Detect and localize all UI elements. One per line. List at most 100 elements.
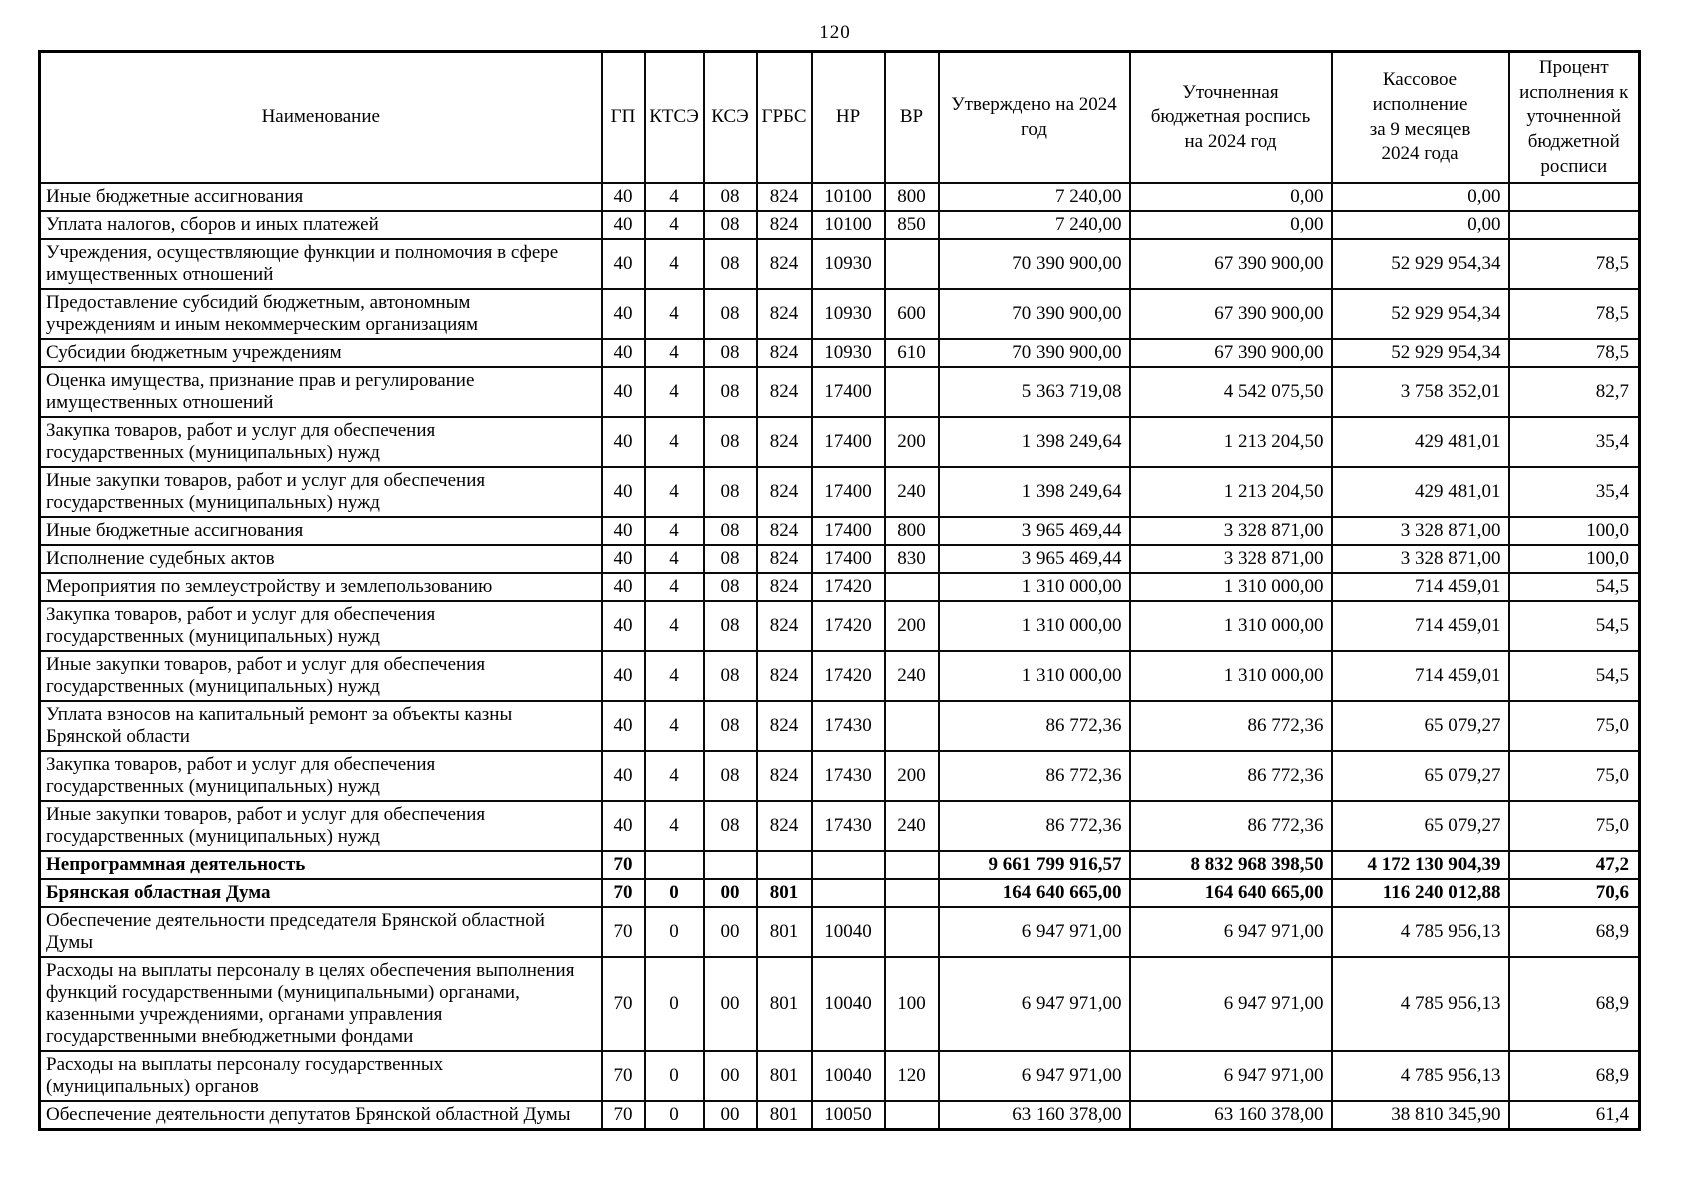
col-ktse-cell: 0	[643, 878, 705, 909]
col-cash-cell: 4 785 956,13	[1330, 956, 1510, 1053]
col-vr-cell: 200	[883, 750, 940, 803]
col-grbs-cell: 801	[755, 906, 813, 959]
col-vr-cell: 240	[883, 650, 940, 703]
col-approved-cell: 1 398 249,64	[937, 416, 1131, 469]
col-nr-cell: 17430	[810, 750, 886, 803]
row-name-cell: Уплата взносов на капитальный ремонт за …	[38, 700, 603, 753]
col-cash-cell: 65 079,27	[1330, 800, 1510, 853]
col-nr-cell: 17400	[810, 466, 886, 519]
col-cash-cell: 65 079,27	[1330, 750, 1510, 803]
col-vr-cell	[883, 238, 940, 291]
col-approved-cell: 1 310 000,00	[937, 572, 1131, 603]
col-grbs-cell: 824	[755, 338, 813, 369]
col-grbs-cell: 801	[755, 956, 813, 1053]
col-grbs-cell: 824	[755, 466, 813, 519]
col-approved-cell: 164 640 665,00	[937, 878, 1131, 909]
col-nr-cell: 17420	[810, 650, 886, 703]
col-nr-cell: 17430	[810, 700, 886, 753]
col-revised-cell: 67 390 900,00	[1128, 338, 1333, 369]
col-grbs-cell: 824	[755, 544, 813, 575]
col-gp-cell: 40	[600, 750, 646, 803]
col-kse-cell: 08	[702, 366, 758, 419]
col-gp-cell: 40	[600, 210, 646, 241]
col-grbs-cell: 824	[755, 650, 813, 703]
row-name-cell: Предоставление субсидий бюджетным, автон…	[38, 288, 603, 341]
col-gp-cell: 40	[600, 182, 646, 213]
col-approved-cell: 7 240,00	[937, 210, 1131, 241]
col-ktse-cell: 4	[643, 544, 705, 575]
col-ktse-cell: 0	[643, 906, 705, 959]
col-revised-cell: 67 390 900,00	[1128, 238, 1333, 291]
col-revised-cell: 86 772,36	[1128, 800, 1333, 853]
col-ktse-cell: 4	[643, 366, 705, 419]
col-approved-cell: 6 947 971,00	[937, 1050, 1131, 1103]
col-gp-cell: 40	[600, 800, 646, 853]
col-revised-cell: 0,00	[1128, 182, 1333, 213]
col-kse-cell: 08	[702, 600, 758, 653]
col-vr-cell: 100	[883, 956, 940, 1053]
col-grbs-cell: 801	[755, 1100, 813, 1131]
table-row: Учреждения, осуществляющие функции и пол…	[38, 238, 1641, 291]
col-revised-cell: 86 772,36	[1128, 700, 1333, 753]
col-ktse-cell: 4	[643, 516, 705, 547]
col-kse-cell: 08	[702, 210, 758, 241]
row-name-cell: Иные бюджетные ассигнования	[38, 516, 603, 547]
col-revised-cell: 1 310 000,00	[1128, 650, 1333, 703]
col-gp-cell: 40	[600, 700, 646, 753]
col-gp-cell: 40	[600, 466, 646, 519]
col-cash-cell: 3 328 871,00	[1330, 516, 1510, 547]
table-row: Уплата взносов на капитальный ремонт за …	[38, 700, 1641, 753]
row-name-cell: Мероприятия по землеустройству и землепо…	[38, 572, 603, 603]
col-kse-cell: 08	[702, 800, 758, 853]
col-ktse-cell: 4	[643, 750, 705, 803]
col-approved-cell: 9 661 799 916,57	[937, 850, 1131, 881]
header-approved: Утверждено на 2024 год	[937, 50, 1131, 185]
col-gp-cell: 70	[600, 878, 646, 909]
col-vr-cell: 200	[883, 600, 940, 653]
col-approved-cell: 70 390 900,00	[937, 288, 1131, 341]
col-approved-cell: 3 965 469,44	[937, 516, 1131, 547]
col-nr-cell: 17420	[810, 600, 886, 653]
table-row: Субсидии бюджетным учреждениям 40 4 08 824 10…	[38, 338, 1641, 369]
header-vr: ВР	[883, 50, 940, 185]
col-kse-cell	[702, 850, 758, 881]
col-gp-cell: 40	[600, 572, 646, 603]
col-vr-cell	[883, 850, 940, 881]
col-grbs-cell: 824	[755, 238, 813, 291]
col-grbs-cell: 824	[755, 416, 813, 469]
col-kse-cell: 00	[702, 906, 758, 959]
col-cash-cell: 429 481,01	[1330, 466, 1510, 519]
col-kse-cell: 08	[702, 238, 758, 291]
table-body: Иные бюджетные ассигнования 40 4 08 824 10100…	[38, 182, 1641, 1131]
col-revised-cell: 1 310 000,00	[1128, 600, 1333, 653]
col-grbs-cell: 824	[755, 210, 813, 241]
col-cash-cell: 65 079,27	[1330, 700, 1510, 753]
col-approved-cell: 63 160 378,00	[937, 1100, 1131, 1131]
col-vr-cell: 200	[883, 416, 940, 469]
col-vr-cell: 240	[883, 466, 940, 519]
header-gp: ГП	[600, 50, 646, 185]
col-grbs-cell: 824	[755, 288, 813, 341]
col-approved-cell: 1 310 000,00	[937, 650, 1131, 703]
row-name-cell: Закупка товаров, работ и услуг для обесп…	[38, 416, 603, 469]
col-nr-cell: 17400	[810, 416, 886, 469]
col-revised-cell: 6 947 971,00	[1128, 956, 1333, 1053]
table-row: Расходы на выплаты персоналу государстве…	[38, 1050, 1641, 1103]
col-approved-cell: 1 310 000,00	[937, 600, 1131, 653]
row-name-cell: Брянская областная Дума	[38, 878, 603, 909]
col-nr-cell: 10930	[810, 238, 886, 291]
col-revised-cell: 4 542 075,50	[1128, 366, 1333, 419]
col-gp-cell: 40	[600, 338, 646, 369]
col-grbs-cell: 801	[755, 878, 813, 909]
col-approved-cell: 6 947 971,00	[937, 906, 1131, 959]
row-name-cell: Оценка имущества, признание прав и регул…	[38, 366, 603, 419]
col-kse-cell: 08	[702, 750, 758, 803]
col-gp-cell: 40	[600, 416, 646, 469]
col-kse-cell: 00	[702, 956, 758, 1053]
col-vr-cell	[883, 700, 940, 753]
col-revised-cell: 86 772,36	[1128, 750, 1333, 803]
row-name-cell: Расходы на выплаты персоналу государстве…	[38, 1050, 603, 1103]
col-vr-cell	[883, 1100, 940, 1131]
col-percent-cell: 75,0	[1507, 800, 1641, 853]
col-percent-cell	[1507, 182, 1641, 213]
